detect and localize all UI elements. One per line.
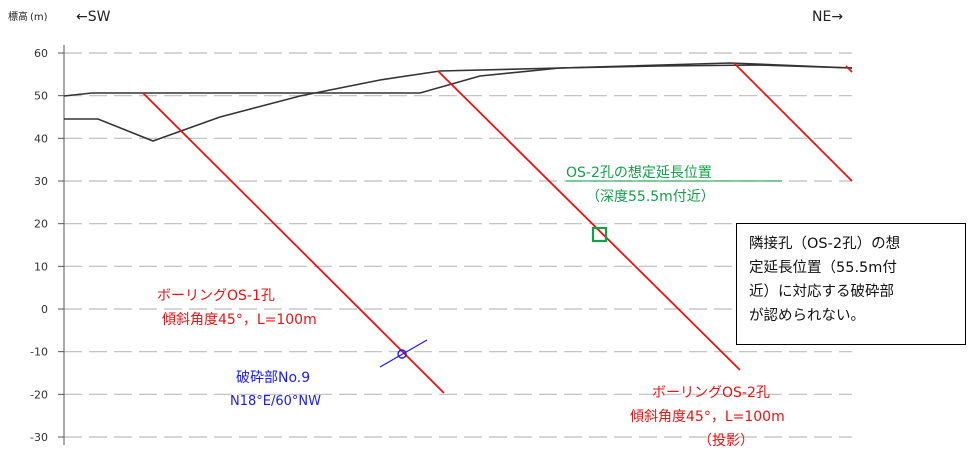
note-line: 隣接孔（OS-2孔）の想 bbox=[749, 236, 901, 252]
note-box: 隣接孔（OS-2孔）の想 定延長位置（55.5m付 近）に対応する破砕部 が認め… bbox=[736, 223, 966, 345]
os1-label-spec: 傾斜角度45°，L=100m bbox=[162, 312, 317, 328]
gridlines bbox=[64, 52, 852, 438]
tick-label: 0 bbox=[41, 303, 48, 316]
tick-label: 60 bbox=[34, 47, 48, 60]
note-line: 近）に対応する破砕部 bbox=[749, 284, 894, 300]
os2-label-name: ボーリングOS-2孔 bbox=[652, 385, 770, 401]
elevation-unit: (m) bbox=[30, 12, 48, 23]
extension-position-marker bbox=[591, 226, 608, 243]
tick-label: 30 bbox=[34, 175, 48, 188]
tick-label: 40 bbox=[34, 132, 48, 145]
borehole-right-line bbox=[733, 62, 853, 182]
os1-label-name: ボーリングOS-1孔 bbox=[157, 288, 275, 304]
tick-label: 10 bbox=[34, 260, 48, 273]
fracture-label-title: 破砕部No.9 bbox=[236, 370, 310, 386]
borehole-right-stub bbox=[845, 65, 853, 73]
tick-label: 50 bbox=[34, 90, 48, 103]
y-axis-ticks: 60 50 40 30 20 10 0 -10 -20 -30 bbox=[30, 47, 64, 444]
extension-label-depth: （深度55.5m付近） bbox=[586, 189, 715, 205]
elevation-label: 標高 bbox=[8, 10, 28, 23]
os2-label-projection: （投影） bbox=[698, 433, 754, 449]
tick-label: -20 bbox=[30, 388, 48, 401]
fracture-plane-line bbox=[379, 339, 428, 368]
direction-sw: ←SW bbox=[76, 9, 111, 25]
borehole-os2-line bbox=[437, 70, 741, 371]
extension-label-title: OS-2孔の想定延長位置 bbox=[566, 165, 712, 181]
terrain-line-lower bbox=[64, 62, 853, 142]
tick-label: -30 bbox=[30, 431, 48, 444]
terrain-line-upper bbox=[63, 64, 853, 97]
borehole-os1-line bbox=[142, 92, 445, 394]
fracture-point bbox=[397, 349, 407, 359]
os2-label-spec: 傾斜角度45°，L=100m bbox=[630, 409, 785, 425]
note-line: 定延長位置（55.5m付 bbox=[749, 260, 897, 276]
direction-ne: NE→ bbox=[812, 9, 843, 25]
tick-label: -10 bbox=[30, 346, 48, 359]
tick-label: 20 bbox=[34, 218, 48, 231]
note-line: が認められない。 bbox=[749, 308, 865, 324]
fracture-label-orientation: N18°E/60°NW bbox=[230, 394, 321, 409]
